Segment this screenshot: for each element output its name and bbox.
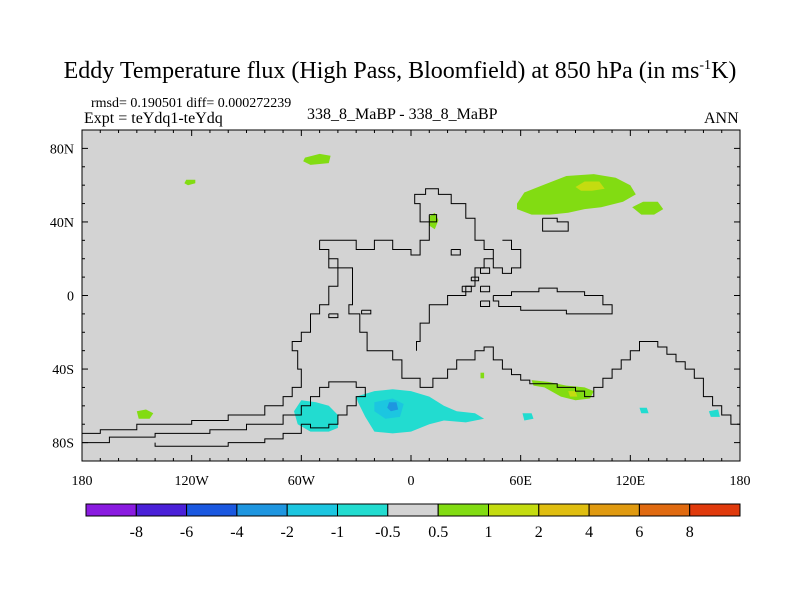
region-north-pacific-east-patch [303,153,331,165]
coastline-small-islands-8 [428,214,438,223]
region-south-indian-core [568,391,578,397]
title-end-text: K) [711,58,737,84]
colorbar-swatch [488,503,540,517]
colorbar-label: 4 [585,524,593,541]
colorbar-label: 1 [485,524,493,541]
stats-label: rmsd= 0.190501 diff= 0.000272239 [91,96,292,111]
x-tick-label: 0 [408,474,415,489]
colorbar-swatch [538,503,590,517]
x-tick-label: 60W [288,474,316,489]
coastlines [82,188,740,447]
x-tick-label: 180 [72,474,93,489]
x-tick-label: 120E [616,474,646,489]
coastline-small-islands-4 [470,276,480,282]
y-tick-label: 40S [52,363,74,378]
colorbar-label: -8 [130,524,143,541]
title-main-text: Eddy Temperature flux (High Pass, Bloomf… [63,58,700,84]
title-superscript: -1 [699,58,712,73]
region-south-atlantic-deep-core [387,402,399,412]
colorbar-swatch [437,503,490,517]
colorbar-label: 6 [635,524,643,541]
colorbar-label: -6 [180,524,193,541]
colorbar-swatch [638,503,691,517]
coastline-north-continent-top [319,188,494,351]
colorbar-label: -4 [230,524,243,541]
colorbar-label: -2 [281,524,294,541]
coastline-small-islands-5 [480,285,491,293]
y-tick-label: 40N [50,216,74,231]
colorbar-label: -0.5 [375,524,400,541]
region-south-pacific-east-cyan [639,407,649,414]
season-label: ANN [704,110,739,127]
x-tick-label: 60E [509,474,532,489]
colorbar-swatch [236,503,288,517]
y-tick-label: 80N [50,142,74,157]
axis-ticks: 180 120W 60W 0 60E 120E 180 80N 40N 0 40S 80S [50,129,751,489]
experiment-label: Expt = teYdq1-teYdq [84,110,223,127]
colorbar: -8 -6 -4 -2 -1 -0.5 0.5 1 2 4 6 8 [85,503,741,541]
colorbar-swatch [85,503,137,517]
colorbar-swatch [286,503,339,517]
coastline-small-islands-1 [328,313,339,319]
coastline-north-east-asia-coast [492,239,522,274]
region-central-asia-patch [517,174,636,215]
colorbar-swatch [588,503,640,517]
coastline-small-islands-3 [480,267,491,274]
coastline-south-asia-peninsula [492,287,613,315]
coastline-east-asia-coast [542,217,569,232]
region-indian-tiny-patch [480,372,485,379]
region-south-pacific-patch [136,409,154,419]
coastline-small-islands-7 [480,300,491,307]
region-south-indian-patch [531,380,594,401]
colorbar-swatch [387,503,439,517]
region-central-asia-core [575,181,605,191]
coastline-small-islands-2 [450,249,461,256]
colorbar-swatch [337,503,389,517]
colorbar-label: 2 [535,524,543,541]
coastline-small-islands-9 [361,309,372,315]
colorbar-swatch [689,503,741,517]
contour-regions [136,153,720,434]
region-far-south-pacific-cyan [708,409,720,417]
colorbar-label: 8 [686,524,694,541]
colorbar-swatch [135,503,188,517]
colorbar-swatch [186,503,238,517]
x-tick-label: 180 [730,474,751,489]
x-tick-label: 120W [175,474,210,489]
case-label: 338_8_MaBP - 338_8_MaBP [307,106,498,123]
coastline-eurasia-africa-coast [319,240,740,425]
colorbar-label: 0.5 [428,524,448,541]
colorbar-label: -1 [331,524,344,541]
region-east-asia-patch [632,201,664,215]
coastline-small-islands-6 [461,285,472,293]
y-tick-label: 80S [52,437,74,452]
coastline-west-continent-coast [82,258,339,434]
region-south-atlantic-small-cyan [522,413,534,421]
coastline-south-polar-landmass-outline [82,381,366,447]
y-tick-label: 0 [67,290,74,305]
region-north-pacific-small-patch [184,179,196,186]
chart-title: Eddy Temperature flux (High Pass, Bloomf… [0,58,800,85]
